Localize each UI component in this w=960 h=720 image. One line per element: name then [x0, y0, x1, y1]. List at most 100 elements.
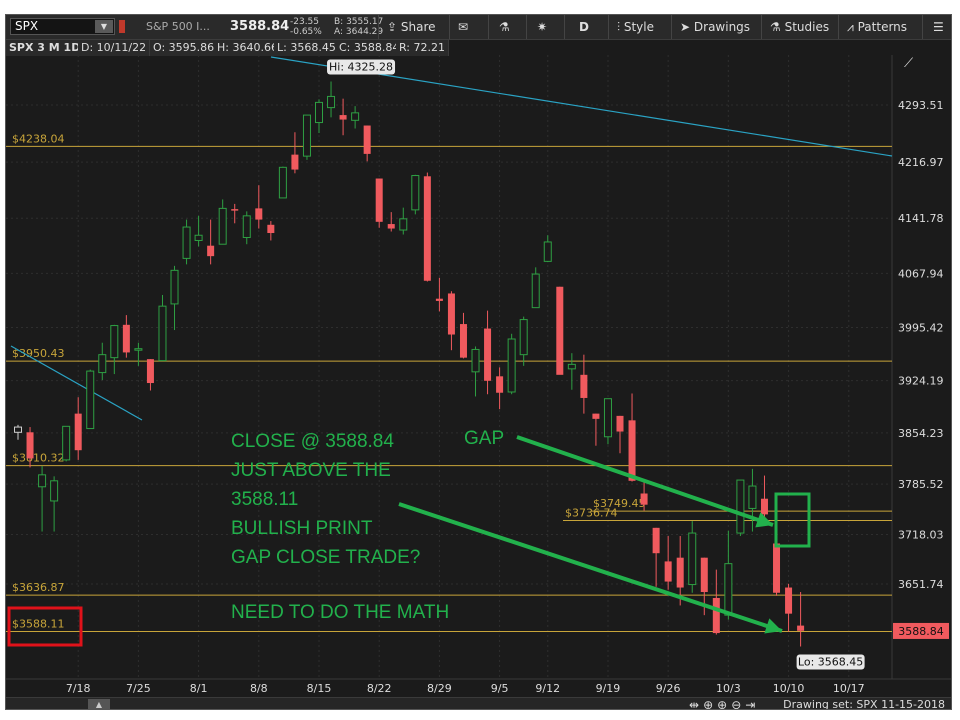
- x-tick-label: 10/17: [833, 682, 865, 695]
- candle-body: [267, 224, 275, 234]
- x-tick-label: 8/22: [367, 682, 392, 695]
- candle-body: [194, 234, 203, 241]
- candle-body: [351, 112, 360, 121]
- period-selector[interactable]: D: [564, 15, 589, 39]
- info-high: H: 3640.66: [214, 40, 282, 56]
- studies-label: Studies: [784, 20, 830, 34]
- trendline: [10, 345, 143, 421]
- chart-bottom-bar: ▲ ⇹⊕⊕⊖⇥ Drawing set: SPX 11-15-2018: [6, 697, 951, 710]
- symbol-value: SPX: [15, 19, 39, 33]
- candle-body: [664, 561, 672, 582]
- candle-body: [435, 298, 443, 301]
- menu-button[interactable]: ☰: [922, 15, 944, 39]
- patterns-icon: ⩘: [847, 20, 854, 34]
- candle-body: [423, 176, 431, 281]
- x-tick-label: 9/12: [535, 682, 560, 695]
- y-tick-label: 3651.74: [898, 578, 944, 591]
- zoom-out-icon[interactable]: ⊖: [731, 698, 746, 710]
- aggregation-label[interactable]: SPX 3 M 1D: [6, 40, 85, 56]
- candle-body: [50, 480, 59, 502]
- candle-body: [62, 425, 71, 461]
- flask-button[interactable]: ⚗: [488, 15, 510, 39]
- share-icon: ⇪: [387, 20, 398, 34]
- symbol-input[interactable]: SPX ▼: [10, 18, 115, 35]
- annotation-arrowhead: [755, 512, 773, 528]
- annotation-math: NEED TO DO THE MATH: [231, 602, 450, 623]
- low-label: Lo: 3568.45: [798, 656, 863, 669]
- candle-body: [507, 338, 516, 393]
- candle-body: [207, 245, 215, 257]
- last-price: 3588.84: [230, 19, 290, 34]
- y-tick-label: 3854.23: [898, 427, 944, 440]
- y-tick-label: 4141.78: [898, 212, 944, 225]
- candle-body: [676, 557, 684, 588]
- change-block: -23.55 -0.65%: [290, 17, 322, 37]
- candle-body: [399, 218, 408, 231]
- candle-body: [592, 413, 600, 419]
- candle-body: [688, 532, 697, 586]
- chevron-down-icon[interactable]: ▼: [95, 20, 113, 33]
- expand-icon[interactable]: ▲: [88, 699, 110, 709]
- info-date: D: 10/11/22: [78, 40, 151, 56]
- style-button[interactable]: ⫶ Style: [608, 15, 654, 39]
- x-tick-label: 8/29: [427, 682, 452, 695]
- flask-icon: ⚗: [770, 20, 781, 34]
- candle-body: [543, 241, 552, 262]
- scroll-end-icon[interactable]: ⇥: [745, 698, 760, 710]
- candle-body: [640, 493, 648, 505]
- style-label: Style: [623, 20, 654, 34]
- candle-body: [760, 498, 768, 515]
- candle-body: [315, 101, 323, 124]
- candle-body: [459, 324, 467, 358]
- price-chart[interactable]: 7/18 7/25 8/1 8/8 8/15 8/22 8/29 9/5 9/12 9/19 9/2…: [6, 15, 951, 697]
- high-label-box: [327, 59, 396, 75]
- candle-body: [110, 325, 119, 359]
- price-level-label: $3950.43: [12, 347, 65, 360]
- change-value: -23.55: [290, 17, 320, 27]
- candle-body: [302, 114, 311, 157]
- settings-button[interactable]: ✷: [526, 15, 547, 39]
- share-button[interactable]: ⇪ Share: [378, 15, 436, 39]
- candle-body: [496, 376, 504, 393]
- y-tick-label: 4216.97: [898, 156, 944, 169]
- x-tick-label: 8/15: [307, 682, 332, 695]
- flag-icon[interactable]: [119, 20, 125, 33]
- pan-icon[interactable]: ⇹: [689, 698, 704, 710]
- candle-body: [387, 224, 395, 229]
- drawings-button[interactable]: ➤ Drawings: [671, 15, 750, 39]
- menu-icon: ☰: [933, 20, 944, 34]
- drawing-set-label[interactable]: Drawing set: SPX 11-15-2018: [783, 698, 945, 710]
- y-tick-label: 3995.42: [898, 321, 944, 334]
- candle-body: [603, 398, 612, 438]
- zoom-in-icon[interactable]: ⊕: [717, 698, 732, 710]
- price-level-label: $3636.87: [12, 581, 65, 594]
- patterns-button[interactable]: ⩘ Patterns: [838, 15, 907, 39]
- candle-body: [278, 166, 287, 199]
- candle-body: [170, 269, 179, 305]
- candle-body: [218, 207, 227, 245]
- x-tick-label: 10/10: [773, 682, 805, 695]
- navigation-controls[interactable]: ⇹⊕⊕⊖⇥: [689, 698, 760, 710]
- candle-body: [242, 215, 251, 238]
- last-price-tag-label: 3588.84: [898, 625, 944, 638]
- info-low: L: 3568.45: [274, 40, 340, 56]
- bid-ask-block: B: 3555.17 A: 3644.29: [334, 17, 383, 37]
- candle-body: [182, 226, 191, 259]
- studies-button[interactable]: ⚗ Studies: [761, 15, 829, 39]
- x-tick-label: 7/18: [66, 682, 91, 695]
- x-tick-label: 10/3: [716, 682, 741, 695]
- candle-body: [98, 354, 107, 374]
- candle-body: [580, 374, 588, 398]
- drawings-label: Drawings: [693, 20, 751, 34]
- annotation-line: GAP CLOSE TRADE?: [231, 547, 421, 568]
- highlight-box-green: [774, 492, 811, 548]
- message-button[interactable]: ✉: [449, 15, 468, 39]
- x-tick-label: 8/8: [250, 682, 268, 695]
- annotation-main: CLOSE @ 3588.84 JUST ABOVE THE 3588.11 B…: [231, 427, 420, 572]
- change-percent: -0.65%: [290, 27, 322, 37]
- move-icon[interactable]: ⊕: [703, 698, 718, 710]
- candle-body: [38, 474, 47, 488]
- candle-body: [363, 125, 371, 154]
- candle-body: [484, 328, 492, 381]
- price-axis-icon: ⟋: [904, 56, 914, 71]
